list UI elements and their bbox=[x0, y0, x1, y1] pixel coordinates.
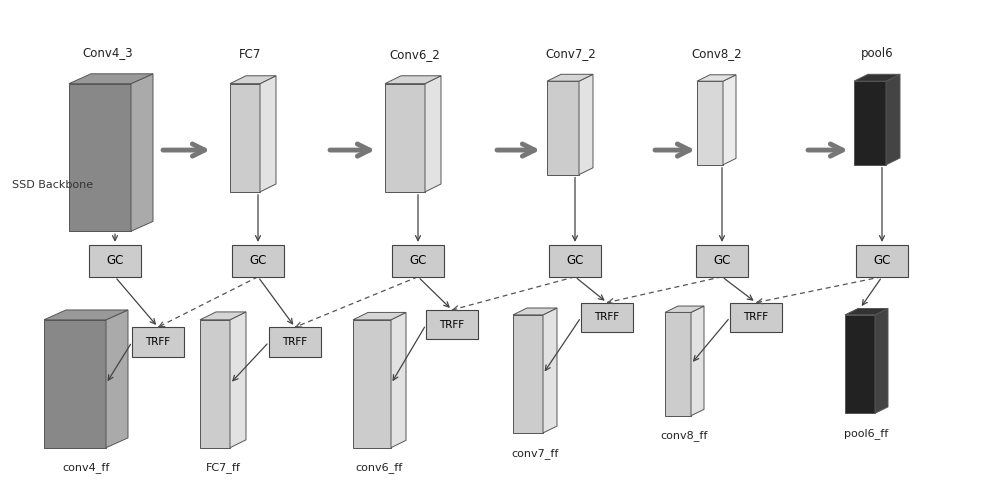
Polygon shape bbox=[69, 74, 153, 84]
Bar bbox=[426, 310, 478, 339]
Polygon shape bbox=[200, 312, 246, 320]
Polygon shape bbox=[44, 310, 128, 320]
Text: GC: GC bbox=[409, 254, 427, 267]
Text: TRFF: TRFF bbox=[594, 312, 620, 322]
Text: Conv4_3: Conv4_3 bbox=[83, 46, 133, 59]
Polygon shape bbox=[425, 76, 441, 192]
Text: Conv6_2: Conv6_2 bbox=[390, 48, 440, 61]
Text: FC7_ff: FC7_ff bbox=[206, 462, 240, 473]
Text: GC: GC bbox=[566, 254, 584, 267]
Text: Conv8_2: Conv8_2 bbox=[692, 47, 742, 60]
Polygon shape bbox=[723, 75, 736, 165]
Polygon shape bbox=[886, 74, 900, 165]
Bar bbox=[696, 245, 748, 277]
Polygon shape bbox=[875, 308, 888, 413]
Text: conv7_ff: conv7_ff bbox=[511, 448, 559, 459]
Polygon shape bbox=[260, 76, 276, 192]
Polygon shape bbox=[665, 306, 704, 312]
Text: TRFF: TRFF bbox=[439, 320, 465, 330]
Text: conv4_ff: conv4_ff bbox=[62, 462, 110, 473]
Bar bbox=[132, 327, 184, 357]
Text: GC: GC bbox=[873, 254, 891, 267]
Polygon shape bbox=[854, 81, 886, 165]
Polygon shape bbox=[391, 312, 406, 448]
Polygon shape bbox=[691, 306, 704, 416]
Polygon shape bbox=[230, 84, 260, 192]
Text: FC7: FC7 bbox=[239, 48, 261, 61]
Polygon shape bbox=[385, 84, 425, 192]
Bar bbox=[549, 245, 601, 277]
Polygon shape bbox=[665, 312, 691, 416]
Text: pool6: pool6 bbox=[861, 47, 893, 60]
Polygon shape bbox=[697, 81, 723, 165]
Text: TRFF: TRFF bbox=[145, 337, 171, 347]
Text: pool6_ff: pool6_ff bbox=[844, 428, 889, 439]
Polygon shape bbox=[854, 74, 900, 81]
Bar bbox=[730, 303, 782, 332]
Bar bbox=[232, 245, 284, 277]
Polygon shape bbox=[353, 320, 391, 448]
Polygon shape bbox=[579, 74, 593, 175]
Text: TRFF: TRFF bbox=[743, 312, 769, 322]
Polygon shape bbox=[543, 308, 557, 433]
Text: conv6_ff: conv6_ff bbox=[356, 462, 403, 473]
Text: conv8_ff: conv8_ff bbox=[661, 430, 708, 441]
Polygon shape bbox=[353, 312, 406, 320]
Polygon shape bbox=[547, 74, 593, 81]
Polygon shape bbox=[547, 81, 579, 175]
Polygon shape bbox=[106, 310, 128, 448]
Text: TRFF: TRFF bbox=[282, 337, 308, 347]
Polygon shape bbox=[513, 315, 543, 433]
Polygon shape bbox=[230, 312, 246, 448]
Bar bbox=[269, 327, 321, 357]
Polygon shape bbox=[845, 315, 875, 413]
Polygon shape bbox=[200, 320, 230, 448]
Text: SSD Backbone: SSD Backbone bbox=[12, 180, 93, 189]
Polygon shape bbox=[513, 308, 557, 315]
Bar bbox=[392, 245, 444, 277]
Text: GC: GC bbox=[713, 254, 731, 267]
Polygon shape bbox=[44, 320, 106, 448]
Bar bbox=[856, 245, 908, 277]
Text: GC: GC bbox=[106, 254, 124, 267]
Polygon shape bbox=[845, 308, 888, 315]
Polygon shape bbox=[697, 75, 736, 81]
Polygon shape bbox=[385, 76, 441, 84]
Bar bbox=[89, 245, 141, 277]
Text: GC: GC bbox=[249, 254, 267, 267]
Text: Conv7_2: Conv7_2 bbox=[546, 47, 596, 60]
Polygon shape bbox=[69, 84, 131, 231]
Polygon shape bbox=[230, 76, 276, 84]
Bar bbox=[581, 303, 633, 332]
Polygon shape bbox=[131, 74, 153, 231]
